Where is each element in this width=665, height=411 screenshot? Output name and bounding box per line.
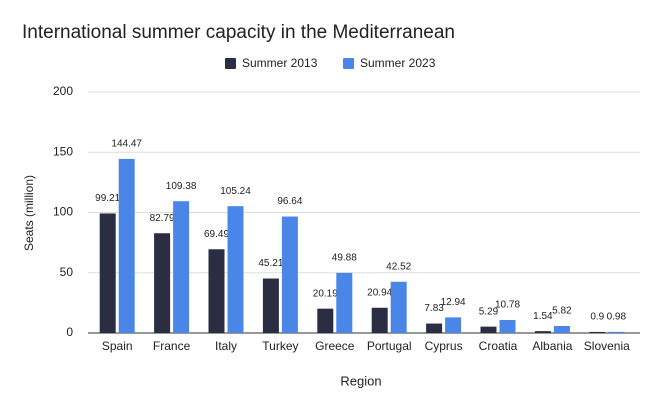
bar xyxy=(173,201,190,333)
data-label: 96.64 xyxy=(277,196,302,207)
data-label: 109.38 xyxy=(166,181,197,192)
legend-label: Summer 2013 xyxy=(242,56,318,70)
y-tick-label: 50 xyxy=(60,265,74,279)
bar xyxy=(99,213,116,333)
bar xyxy=(390,281,407,333)
data-label: 0.9 xyxy=(590,312,604,323)
x-tick-label: Slovenia xyxy=(584,339,630,353)
data-label: 49.88 xyxy=(332,253,357,264)
x-tick-label: Italy xyxy=(215,339,237,353)
bar xyxy=(336,272,353,333)
y-tick-label: 100 xyxy=(53,205,73,219)
bar xyxy=(553,325,570,333)
data-label: 0.98 xyxy=(607,311,627,322)
x-tick-label: Portugal xyxy=(367,339,412,353)
data-label: 105.24 xyxy=(220,186,251,197)
chart-title: International summer capacity in the Med… xyxy=(22,22,455,43)
y-tick-label: 200 xyxy=(53,84,73,98)
x-tick-label: Cyprus xyxy=(425,339,463,353)
legend-label: Summer 2023 xyxy=(360,56,436,70)
data-label: 10.78 xyxy=(495,300,520,311)
legend-swatch xyxy=(343,58,354,69)
data-label: 20.19 xyxy=(313,288,338,299)
data-label: 82.79 xyxy=(150,213,175,224)
data-label: 45.21 xyxy=(258,258,283,269)
bar xyxy=(118,158,135,333)
bar xyxy=(608,331,625,333)
x-tick-label: Turkey xyxy=(262,339,298,353)
data-label: 7.83 xyxy=(424,303,444,314)
legend-swatch xyxy=(225,58,236,69)
data-label: 99.21 xyxy=(95,193,120,204)
y-tick-label: 150 xyxy=(53,144,73,158)
bar xyxy=(317,308,334,333)
bar xyxy=(371,307,388,333)
data-label: 5.29 xyxy=(479,306,499,317)
bar xyxy=(426,323,443,333)
bar xyxy=(208,249,225,333)
bar xyxy=(227,206,244,333)
data-label: 12.94 xyxy=(441,297,466,308)
x-tick-label: Croatia xyxy=(479,339,518,353)
bar xyxy=(445,317,462,333)
data-label: 1.54 xyxy=(533,311,553,322)
data-label: 144.47 xyxy=(111,139,142,150)
bar xyxy=(154,233,171,333)
data-label: 42.52 xyxy=(386,261,411,272)
x-tick-label: Albania xyxy=(532,339,572,353)
bar xyxy=(499,320,516,333)
bar xyxy=(589,331,606,333)
bar xyxy=(281,216,298,333)
y-axis-title: Seats (million) xyxy=(22,175,36,251)
bar xyxy=(534,331,551,333)
data-label: 69.49 xyxy=(204,229,229,240)
x-tick-label: Spain xyxy=(102,339,133,353)
x-axis-title: Region xyxy=(340,373,381,388)
bar xyxy=(480,326,497,333)
data-label: 5.82 xyxy=(552,306,572,317)
x-tick-label: France xyxy=(153,339,191,353)
y-tick-label: 0 xyxy=(66,325,73,339)
data-label: 20.94 xyxy=(367,287,392,298)
bar xyxy=(262,278,279,333)
x-tick-label: Greece xyxy=(315,339,355,353)
